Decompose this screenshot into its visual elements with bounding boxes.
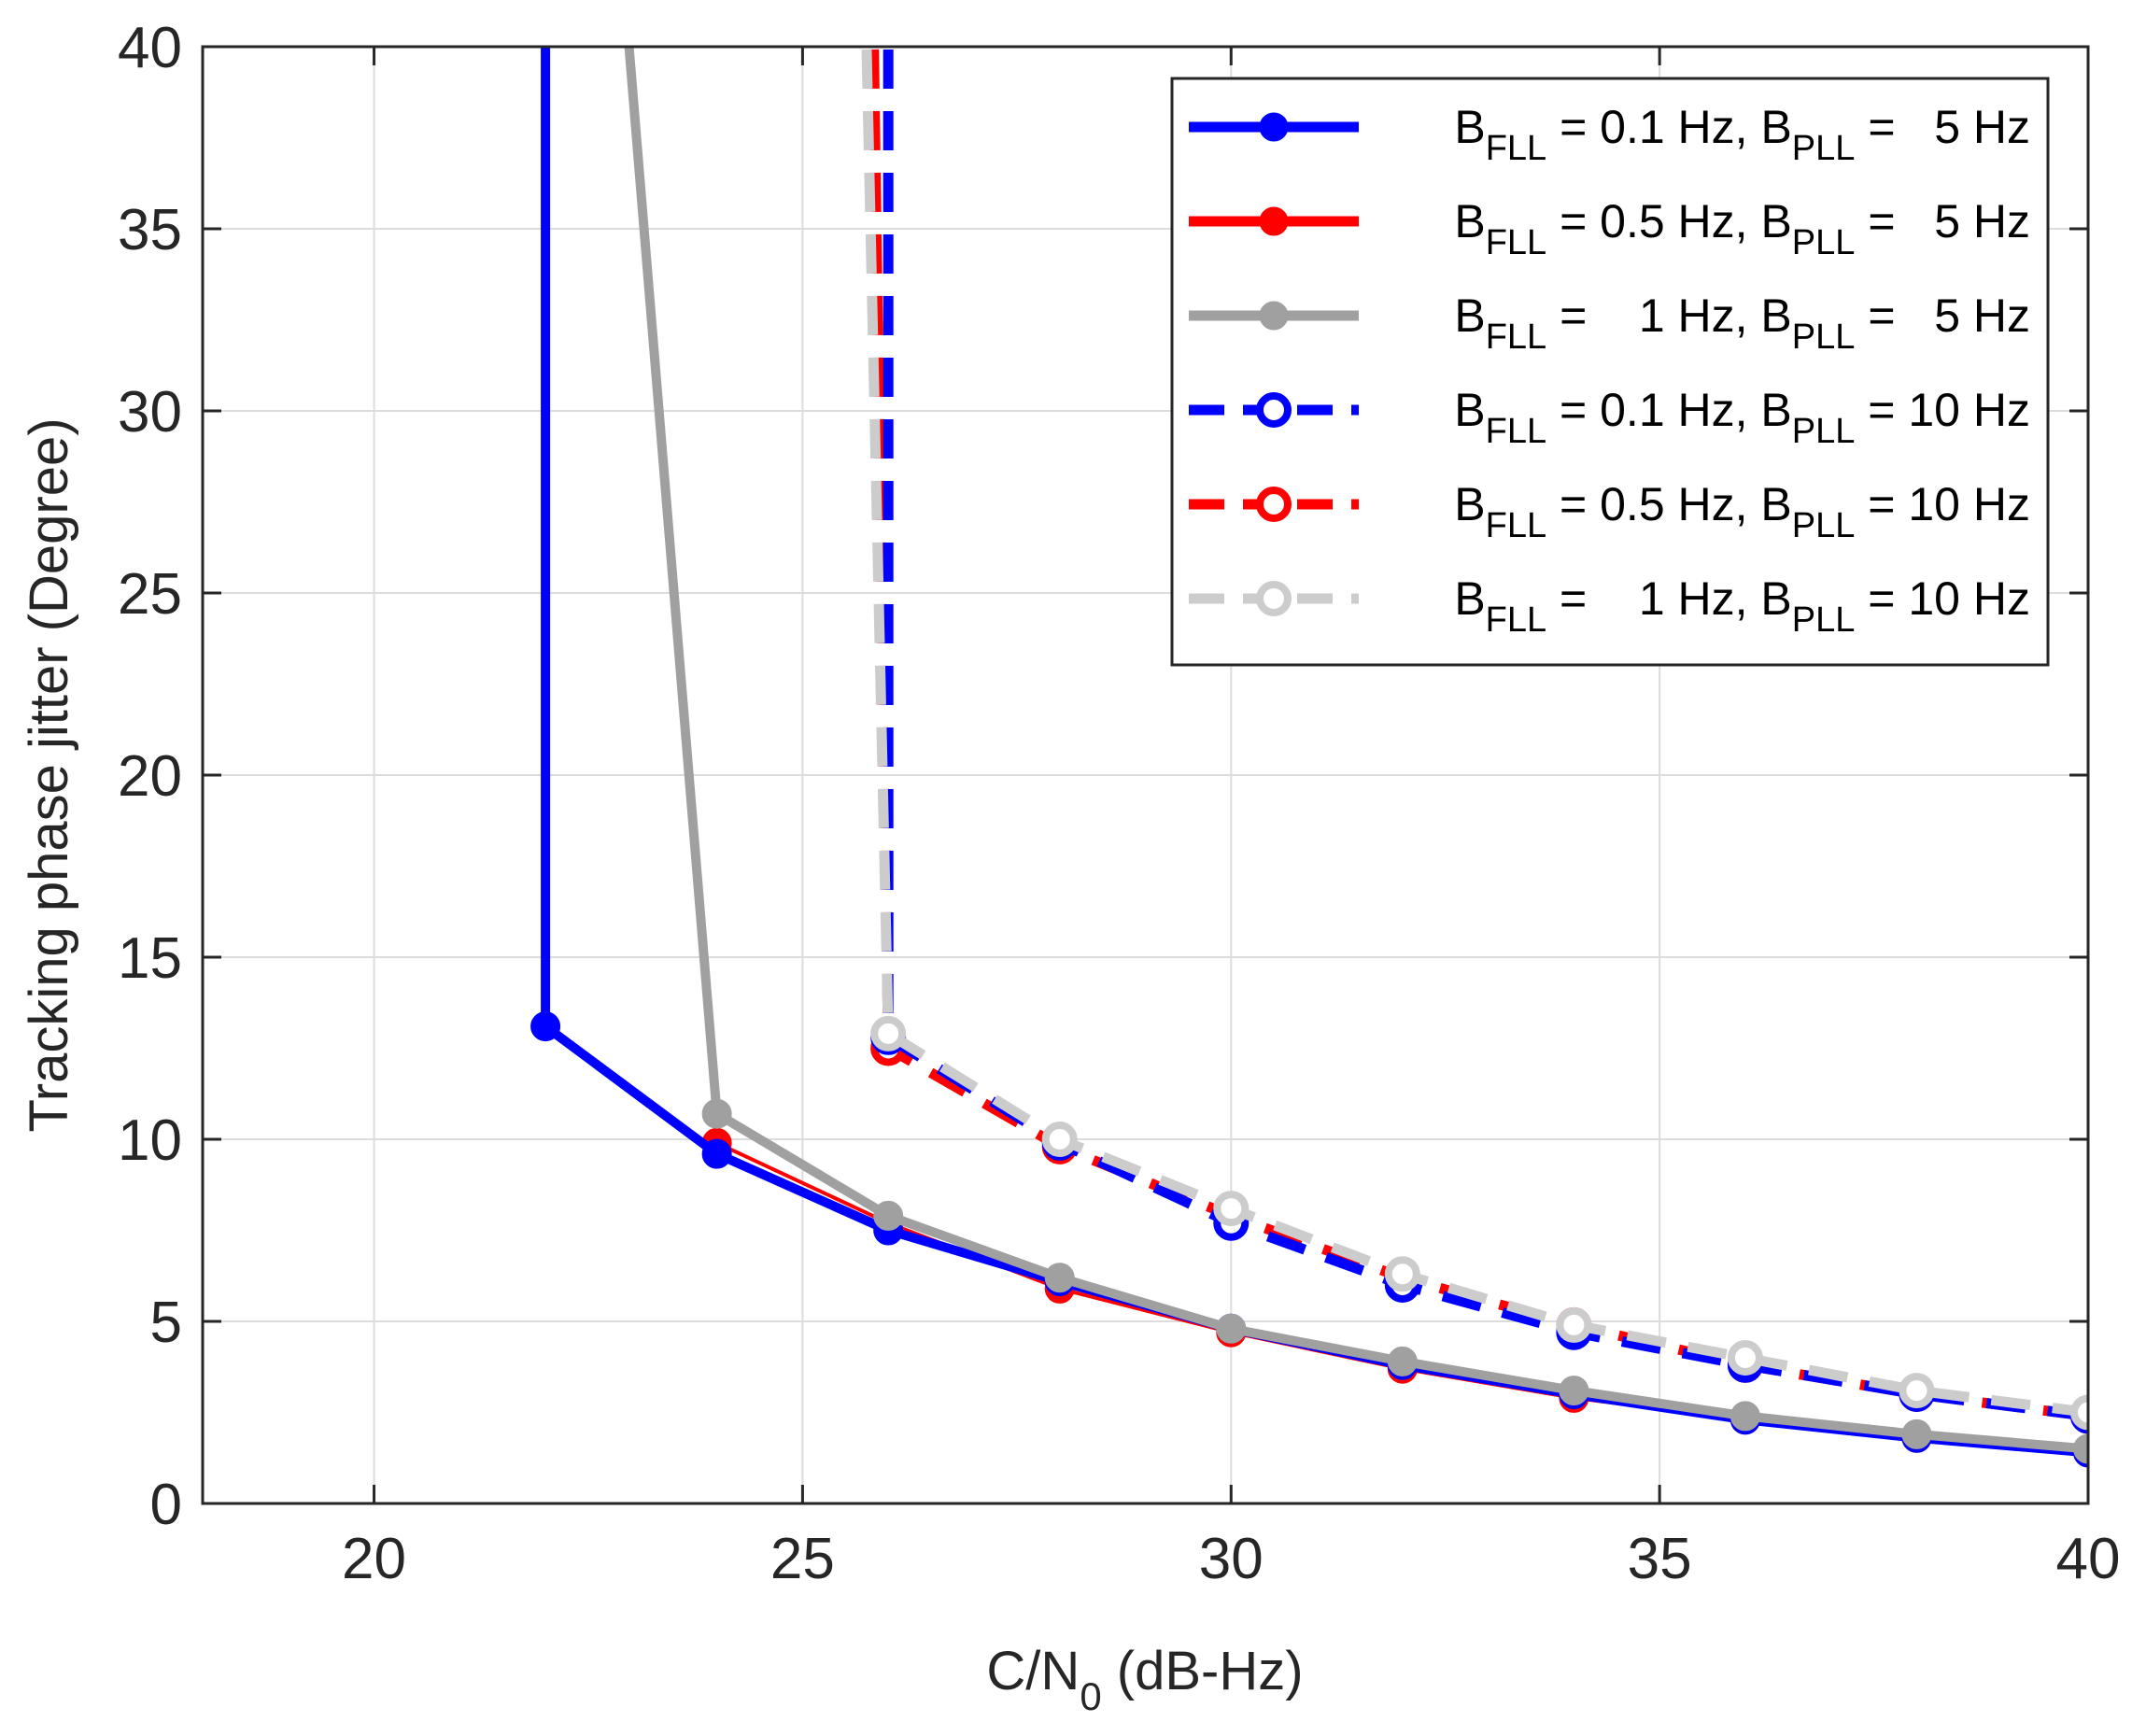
legend-text-part: = 1 Hz, B [1546,289,1792,342]
legend-label: BFLL = 1 Hz, BPLL = 5 Hz [1454,289,2030,357]
y-tick-label: 15 [118,926,182,991]
legend-subscript: PLL [1792,223,1856,262]
legend-text-part: B [1454,384,1485,436]
legend-text-part: = 10 Hz [1855,478,2030,530]
data-point [1559,1376,1589,1406]
legend-box [1170,77,2050,667]
axis-ticks [203,45,2090,1505]
data-point [1727,1340,1763,1376]
legend-label: BFLL = 0.1 Hz, BPLL = 10 Hz [1454,384,2030,451]
legend-entry-4: BFLL = 0.1 Hz, BPLL = 10 Hz [1189,384,2030,451]
legend-entry-1: BFLL = 0.1 Hz, BPLL = 5 Hz [1189,101,2030,168]
x-axis-label-units: (dB-Hz) [1102,1641,1304,1701]
legend-text-part: B [1454,289,1485,342]
legend-text-part: = 0.5 Hz, B [1546,478,1792,530]
x-axis-label-main: C/N [986,1641,1080,1701]
legend-label: BFLL = 0.1 Hz, BPLL = 5 Hz [1454,101,2030,168]
legend-text-part: = 1 Hz, B [1546,572,1792,625]
data-point [1556,1306,1592,1343]
data-point [873,1200,904,1231]
series-3 [624,47,2088,1464]
legend-subscript: FLL [1486,223,1546,262]
legend-text-part: B [1454,572,1485,625]
legend-label: BFLL = 1 Hz, BPLL = 10 Hz [1454,572,2030,640]
legend-text-part: B [1454,195,1485,247]
series-line [624,47,2088,1454]
x-axis-label: C/N0 (dB-Hz) [986,1641,1303,1718]
data-point [530,1011,561,1042]
legend-text-part: = 0.1 Hz, B [1546,101,1792,153]
y-axis-label: Tracking phase jitter (Degree) [19,417,79,1132]
data-point [701,1098,732,1129]
legend-subscript: FLL [1486,412,1546,451]
legend-subscript: PLL [1792,129,1856,168]
series-layer [530,47,2088,1468]
legend-subscript: PLL [1792,318,1856,357]
legend-text-part: B [1454,478,1485,530]
legend-marker [1259,112,1289,142]
tick-labels: 20 25 30 35 40 0 5 10 15 20 25 30 35 40 [118,16,2120,1591]
data-point [701,1138,732,1169]
x-tick-label: 30 [1199,1527,1264,1591]
legend-entry-3: BFLL = 1 Hz, BPLL = 5 Hz [1189,289,2030,357]
y-tick-label: 35 [118,198,182,262]
series-6 [861,47,2088,1431]
x-axis-label-subscript: 0 [1080,1674,1101,1718]
data-point [1216,1313,1247,1344]
legend-text-part: = 0.1 Hz, B [1546,384,1792,436]
data-point [1901,1418,1932,1449]
x-tick-label: 40 [2056,1527,2121,1591]
legend-subscript: FLL [1486,600,1546,640]
x-tick-label: 35 [1628,1527,1692,1591]
legend-subscript: FLL [1486,318,1546,357]
data-point [1730,1401,1760,1432]
legend-text-part: B [1454,101,1485,153]
data-point [1387,1346,1418,1376]
legend-entry-6: BFLL = 1 Hz, BPLL = 10 Hz [1189,572,2030,640]
y-tick-label: 25 [118,562,182,627]
legend-marker [1256,392,1292,428]
legend-subscript: FLL [1486,129,1546,168]
y-tick-label: 40 [118,16,182,80]
data-point [1384,1256,1420,1292]
data-point [1899,1373,1935,1409]
legend-subscript: PLL [1792,412,1856,451]
legend-label: BFLL = 0.5 Hz, BPLL = 5 Hz [1454,195,2030,262]
legend-label: BFLL = 0.5 Hz, BPLL = 10 Hz [1454,478,2030,545]
data-point [2070,1394,2088,1431]
y-tick-label: 20 [118,744,182,809]
data-point [1044,1263,1075,1293]
legend-subscript: FLL [1486,506,1546,545]
legend-marker [1256,581,1292,616]
y-tick-label: 0 [150,1473,182,1537]
legend-marker [1259,301,1289,331]
legend-marker [1259,206,1289,236]
x-tick-label: 20 [342,1527,406,1591]
legend-text-part: = 10 Hz [1855,572,2030,625]
legend-marker [1256,487,1292,522]
legend-text-part: = 5 Hz [1855,101,2030,153]
legend-text-part: = 5 Hz [1855,195,2030,247]
data-point [870,1015,907,1051]
legend-text-part: = 10 Hz [1855,384,2030,436]
y-tick-label: 30 [118,380,182,445]
legend-text-part: = 5 Hz [1855,289,2030,342]
legend-subscript: PLL [1792,506,1856,545]
y-tick-label: 5 [150,1291,182,1355]
legend-text-part: = 0.5 Hz, B [1546,195,1792,247]
data-point [1213,1191,1250,1227]
legend-subscript: PLL [1792,600,1856,640]
legend-entry-5: BFLL = 0.5 Hz, BPLL = 10 Hz [1189,478,2030,545]
x-tick-label: 25 [770,1527,835,1591]
legend-entry-2: BFLL = 0.5 Hz, BPLL = 5 Hz [1189,195,2030,262]
data-point [1041,1122,1078,1157]
data-point [2073,1433,2088,1464]
y-tick-label: 10 [118,1108,182,1173]
